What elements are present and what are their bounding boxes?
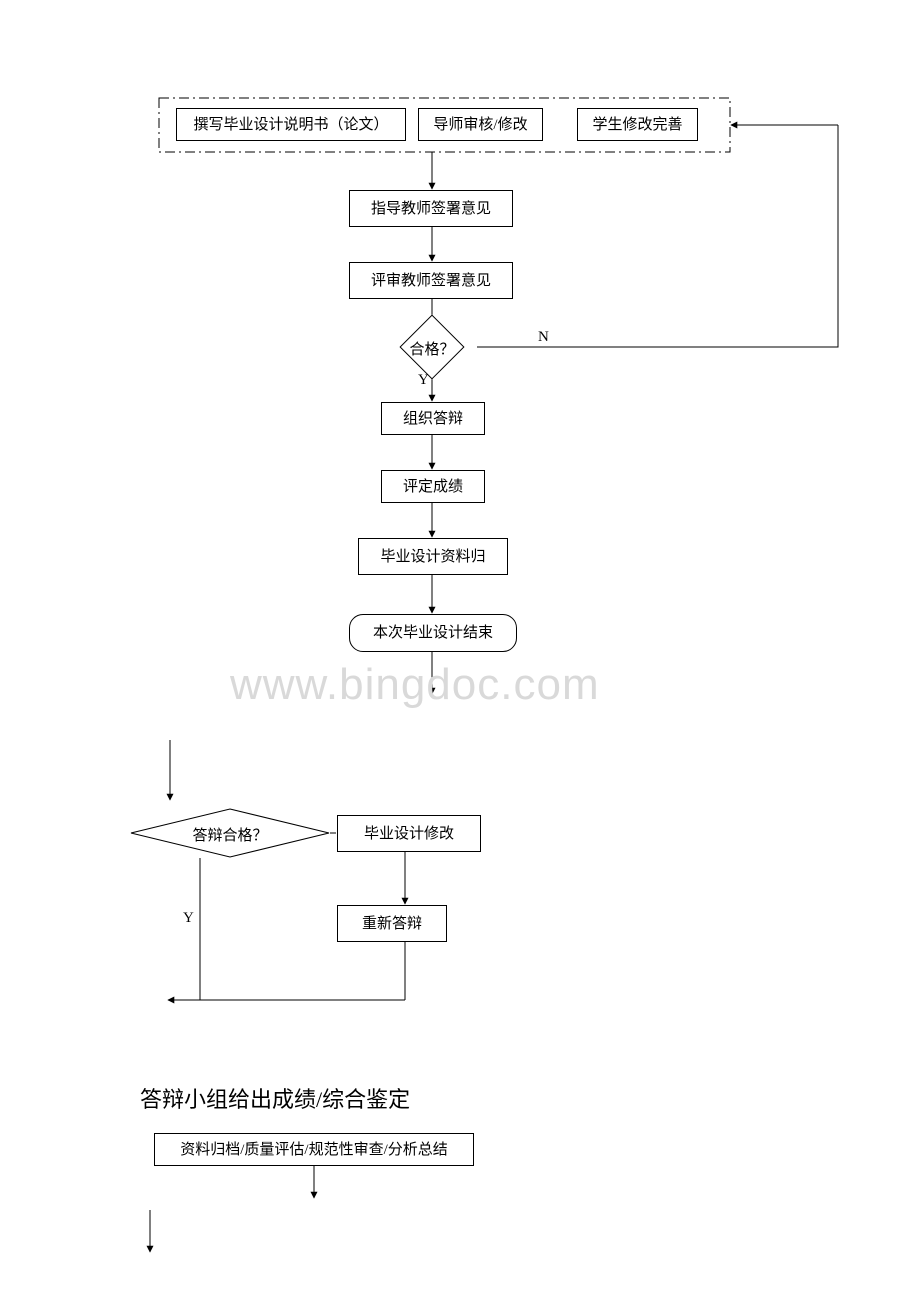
node-label: 导师审核/修改 [433, 116, 527, 134]
node-reviewer-sign: 评审教师签署意见 [349, 262, 513, 299]
node-label: 评定成绩 [403, 478, 463, 496]
label-yes-2: Y [183, 910, 194, 927]
label-yes-1: Y [418, 372, 429, 389]
watermark-text: www.bingdoc.com [230, 660, 600, 710]
node-write-thesis: 撰写毕业设计说明书（论文） [176, 108, 406, 141]
node-archive-review: 资料归档/质量评估/规范性审查/分析总结 [154, 1133, 474, 1166]
node-label: 学生修改完善 [592, 116, 682, 134]
node-label: 重新答辩 [362, 915, 422, 933]
decision-qualified [399, 314, 464, 379]
heading-committee: 答辩小组给出成绩/综合鉴定 [140, 1082, 410, 1114]
flowchart-canvas: 撰写毕业设计说明书（论文） 导师审核/修改 学生修改完善 指导教师签署意见 评审… [0, 0, 920, 1302]
node-advisor-review: 导师审核/修改 [418, 108, 543, 141]
node-label: 组织答辩 [403, 410, 463, 428]
node-advisor-sign: 指导教师签署意见 [349, 190, 513, 227]
decision-defense-pass-label: 答辩合格？ [180, 824, 280, 845]
node-label: 本次毕业设计结束 [373, 624, 493, 642]
node-student-revise: 学生修改完善 [577, 108, 698, 141]
decision-defense-pass-shape [130, 808, 330, 858]
node-label: 毕业设计修改 [364, 825, 454, 843]
label-no-1: N [538, 329, 549, 346]
node-design-revise: 毕业设计修改 [337, 815, 481, 852]
node-label: 毕业设计资料归 [380, 548, 485, 566]
node-organize-defense: 组织答辩 [381, 402, 485, 435]
node-grade: 评定成绩 [381, 470, 485, 503]
node-label: 评审教师签署意见 [371, 272, 491, 290]
node-label: 资料归档/质量评估/规范性审查/分析总结 [180, 1141, 448, 1159]
node-re-defense: 重新答辩 [337, 905, 447, 942]
node-archive-material: 毕业设计资料归 [358, 538, 508, 575]
node-label: 撰写毕业设计说明书（论文） [193, 116, 388, 134]
node-label: 指导教师签署意见 [371, 200, 491, 218]
node-end: 本次毕业设计结束 [349, 614, 517, 652]
